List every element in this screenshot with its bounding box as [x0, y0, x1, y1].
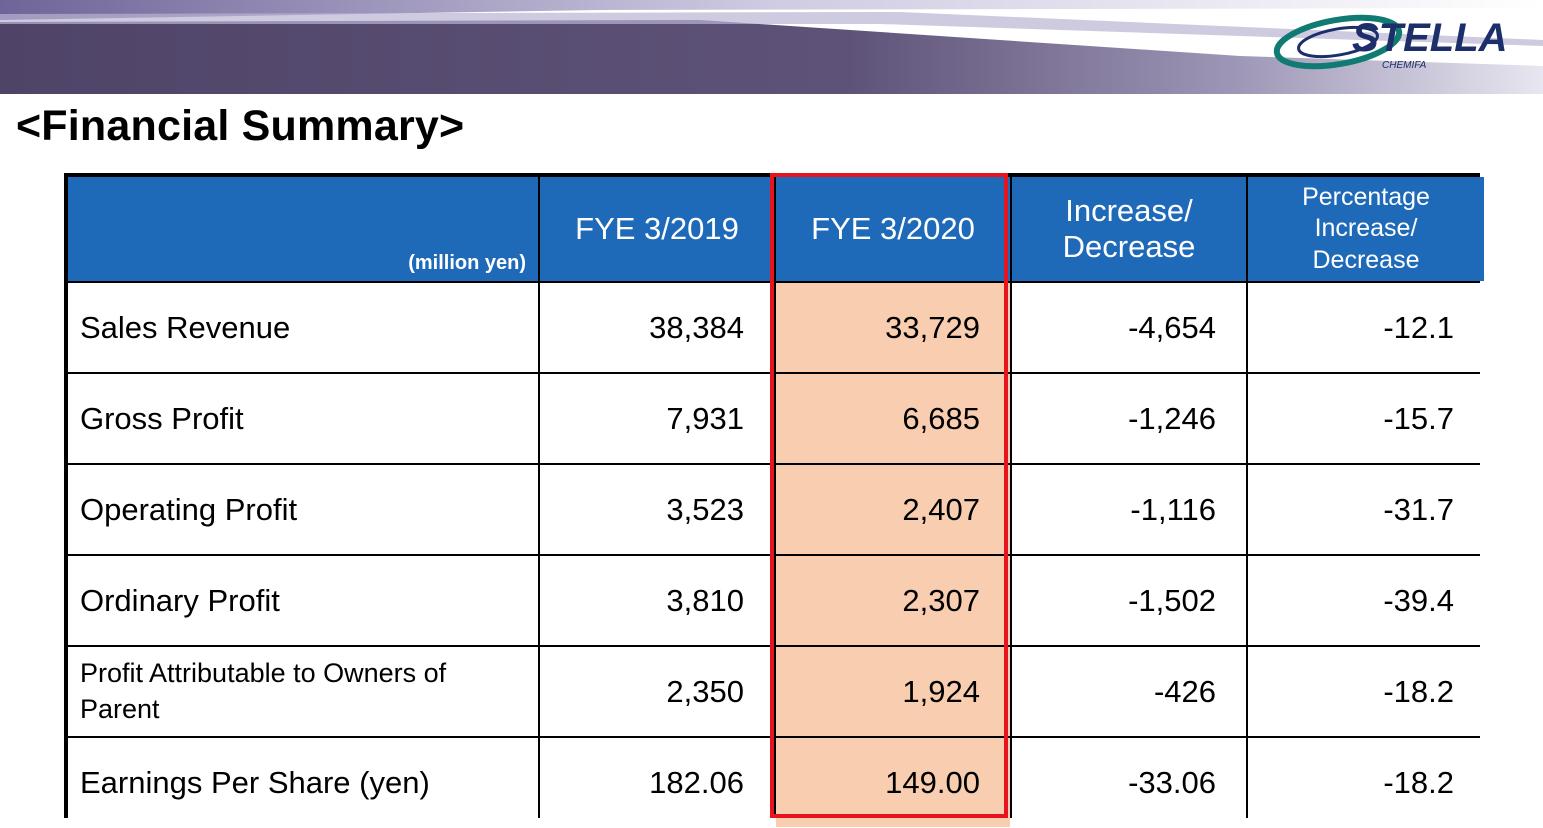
- stella-chemifa-logo: STELLA CHEMIFA: [1273, 14, 1508, 71]
- column-header-percentage: Percentage Increase/ Decrease: [1248, 177, 1484, 281]
- page-title: <Financial Summary>: [16, 102, 465, 150]
- header-banner: [0, 0, 1543, 96]
- row-label-earnings-per-share: Earnings Per Share (yen): [68, 738, 538, 827]
- cell-fye2020: 1,924: [776, 647, 1010, 736]
- cell-fye2019: 38,384: [540, 283, 774, 372]
- cell-fye2019: 7,931: [540, 374, 774, 463]
- cell-fye2020: 6,685: [776, 374, 1010, 463]
- cell-pct: -15.7: [1248, 374, 1484, 463]
- svg-text:CHEMIFA: CHEMIFA: [1382, 60, 1427, 71]
- cell-change: -1,246: [1012, 374, 1246, 463]
- cell-change: -1,116: [1012, 465, 1246, 554]
- cell-fye2020: 149.00: [776, 738, 1010, 827]
- cell-fye2019: 2,350: [540, 647, 774, 736]
- column-header-increase-decrease: Increase/ Decrease: [1012, 177, 1246, 281]
- row-label-gross-profit: Gross Profit: [68, 374, 538, 463]
- column-header-fye-2019: FYE 3/2019: [540, 177, 774, 281]
- cell-change: -1,502: [1012, 556, 1246, 645]
- cell-fye2020: 2,307: [776, 556, 1010, 645]
- row-label-profit-attributable-text: Profit Attributable to Owners of Parent: [80, 658, 447, 724]
- cell-fye2019: 3,810: [540, 556, 774, 645]
- cell-change: -33.06: [1012, 738, 1246, 827]
- svg-text:STELLA: STELLA: [1352, 16, 1508, 60]
- cell-pct: -18.2: [1248, 647, 1484, 736]
- cell-fye2019: 182.06: [540, 738, 774, 827]
- cell-fye2020: 33,729: [776, 283, 1010, 372]
- cell-pct: -31.7: [1248, 465, 1484, 554]
- unit-label: (million yen): [68, 177, 538, 281]
- cell-change: -4,654: [1012, 283, 1246, 372]
- row-label-sales-revenue: Sales Revenue: [68, 283, 538, 372]
- row-label-operating-profit: Operating Profit: [68, 465, 538, 554]
- financial-summary-table: (million yen) FYE 3/2019 FYE 3/2020 Incr…: [64, 173, 1484, 827]
- cell-change: -426: [1012, 647, 1246, 736]
- row-label-profit-attributable: Profit Attributable to Owners of Parent: [68, 647, 538, 736]
- column-header-increase-decrease-text: Increase/ Decrease: [1062, 193, 1196, 264]
- cell-pct: -39.4: [1248, 556, 1484, 645]
- column-header-fye-2020: FYE 3/2020: [776, 177, 1010, 281]
- row-label-ordinary-profit: Ordinary Profit: [68, 556, 538, 645]
- cell-pct: -18.2: [1248, 738, 1484, 827]
- cell-pct: -12.1: [1248, 283, 1484, 372]
- cell-fye2019: 3,523: [540, 465, 774, 554]
- cell-fye2020: 2,407: [776, 465, 1010, 554]
- column-header-percentage-text: Percentage Increase/ Decrease: [1302, 183, 1430, 274]
